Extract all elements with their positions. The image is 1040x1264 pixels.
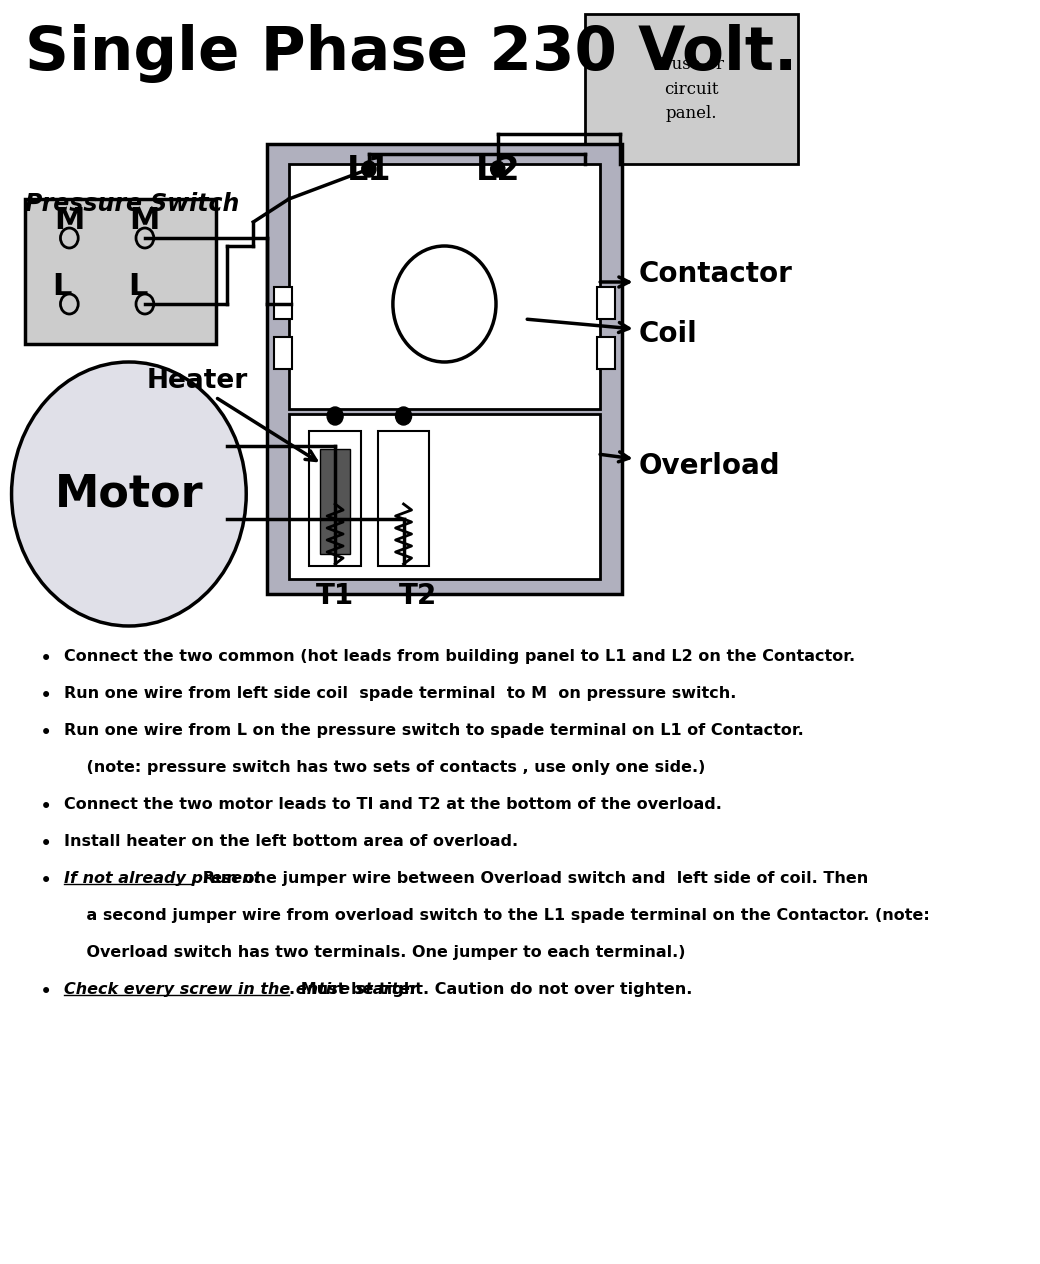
FancyBboxPatch shape: [289, 415, 600, 579]
Text: T1: T1: [316, 581, 355, 611]
Text: M: M: [130, 206, 160, 235]
Circle shape: [393, 246, 496, 362]
Text: Run one wire from left side coil  spade terminal  to M  on pressure switch.: Run one wire from left side coil spade t…: [64, 686, 736, 702]
Circle shape: [362, 161, 376, 177]
FancyBboxPatch shape: [320, 449, 350, 554]
Text: T2: T2: [398, 581, 437, 611]
Text: Contactor: Contactor: [639, 260, 792, 288]
Text: Install heater on the left bottom area of overload.: Install heater on the left bottom area o…: [64, 834, 518, 849]
Text: Fuse or
circuit
panel.: Fuse or circuit panel.: [659, 56, 724, 123]
FancyBboxPatch shape: [25, 198, 216, 344]
FancyBboxPatch shape: [274, 287, 291, 319]
Text: a second jumper wire from overload switch to the L1 spade terminal on the Contac: a second jumper wire from overload switc…: [64, 908, 930, 923]
Text: . Must be tight. Caution do not over tighten.: . Must be tight. Caution do not over tig…: [289, 982, 693, 997]
Text: Motor: Motor: [54, 473, 203, 516]
Circle shape: [491, 161, 504, 177]
Text: •: •: [40, 871, 52, 891]
FancyBboxPatch shape: [597, 287, 615, 319]
FancyBboxPatch shape: [378, 431, 430, 566]
Text: •: •: [40, 834, 52, 854]
Text: Connect the two common (hot leads from building panel to L1 and L2 on the Contac: Connect the two common (hot leads from b…: [64, 648, 855, 664]
Text: If not already present: If not already present: [64, 871, 261, 886]
Text: Heater: Heater: [147, 368, 248, 394]
Text: M: M: [54, 206, 84, 235]
FancyBboxPatch shape: [584, 14, 799, 164]
FancyBboxPatch shape: [266, 144, 622, 594]
Text: L: L: [53, 272, 72, 301]
Text: •: •: [40, 723, 52, 743]
Text: Overload switch has two terminals. One jumper to each terminal.): Overload switch has two terminals. One j…: [64, 945, 685, 959]
Text: L2: L2: [475, 154, 520, 187]
FancyBboxPatch shape: [274, 337, 291, 369]
Text: Single Phase 230 Volt.: Single Phase 230 Volt.: [25, 24, 797, 83]
Text: Coil: Coil: [639, 320, 697, 348]
Text: Overload: Overload: [639, 453, 780, 480]
Text: (note: pressure switch has two sets of contacts , use only one side.): (note: pressure switch has two sets of c…: [64, 760, 705, 775]
Text: Pressure Switch: Pressure Switch: [25, 192, 239, 216]
Circle shape: [11, 362, 246, 626]
Circle shape: [328, 407, 343, 425]
FancyBboxPatch shape: [309, 431, 361, 566]
Text: •: •: [40, 798, 52, 817]
FancyBboxPatch shape: [597, 337, 615, 369]
Text: Connect the two motor leads to TI and T2 at the bottom of the overload.: Connect the two motor leads to TI and T2…: [64, 798, 722, 811]
Text: Run one wire from L on the pressure switch to spade terminal on L1 of Contactor.: Run one wire from L on the pressure swit…: [64, 723, 804, 738]
Text: L: L: [128, 272, 148, 301]
Text: . Run one jumper wire between Overload switch and  left side of coil. Then: . Run one jumper wire between Overload s…: [191, 871, 868, 886]
Text: •: •: [40, 982, 52, 1002]
Text: •: •: [40, 648, 52, 669]
Circle shape: [395, 407, 412, 425]
Text: •: •: [40, 686, 52, 707]
FancyBboxPatch shape: [289, 164, 600, 410]
Text: Check every screw in the entire starter: Check every screw in the entire starter: [64, 982, 418, 997]
Text: L1: L1: [346, 154, 391, 187]
